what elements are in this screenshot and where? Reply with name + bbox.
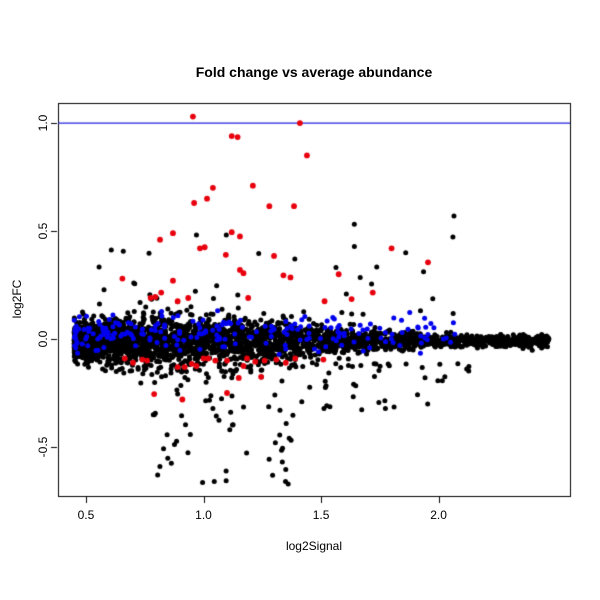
y-tick-label: 0.0 [36, 330, 50, 348]
x-tick-label: 0.5 [77, 508, 95, 522]
x-tick-label: 2.0 [430, 508, 447, 522]
y-tick-label: -0.5 [36, 436, 50, 458]
y-tick-label: 1.0 [36, 114, 50, 132]
x-tick-label: 1.0 [195, 508, 212, 522]
chart-title: Fold change vs average abundance [195, 64, 433, 80]
y-tick-label: 0.5 [36, 222, 50, 240]
x-axis-label: log2Signal [285, 539, 343, 553]
y-axis-label: log2FC [10, 279, 24, 319]
x-tick-label: 1.5 [312, 508, 330, 522]
